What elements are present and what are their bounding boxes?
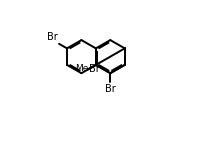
Text: Me: Me [75,64,88,73]
Text: Br: Br [89,65,100,74]
Text: Br: Br [104,84,115,94]
Text: Br: Br [47,32,57,42]
